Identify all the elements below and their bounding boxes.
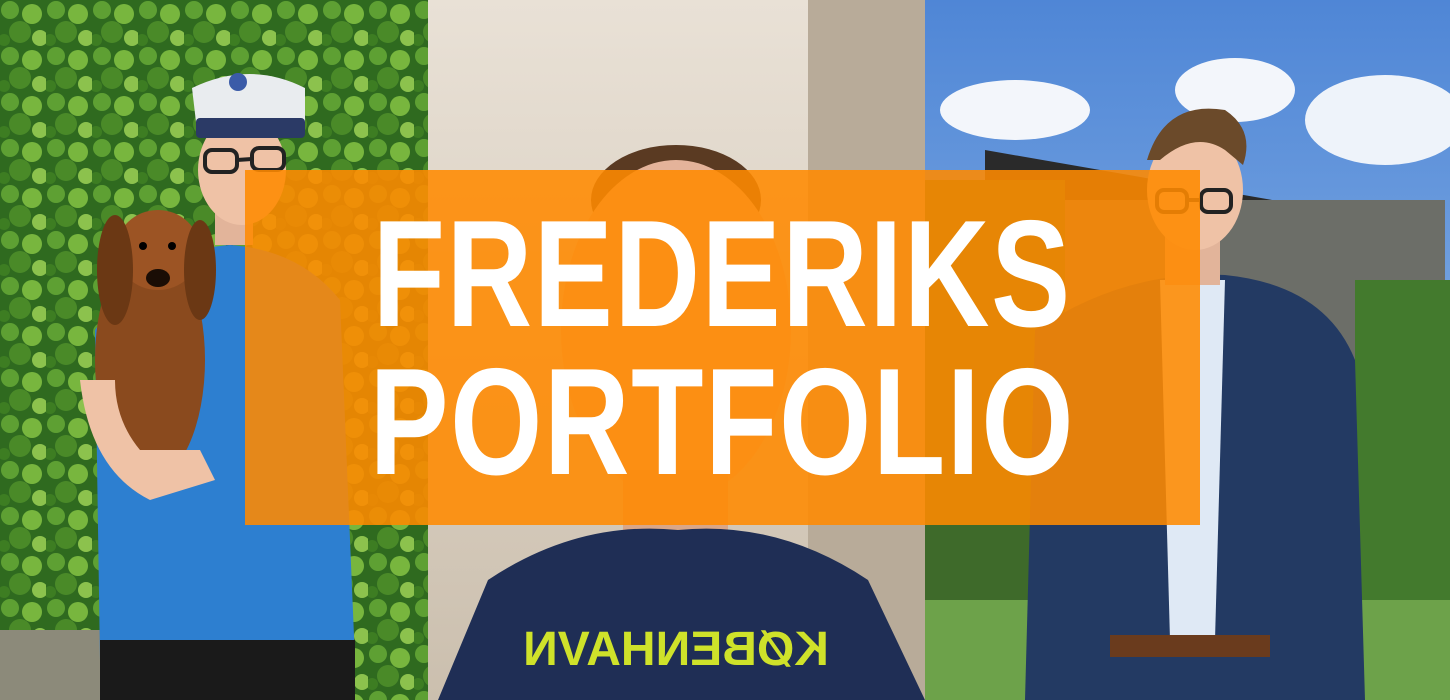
title-line-2: PORTFOLIO	[369, 336, 1076, 507]
shirt-print-text: KØBENHAVN	[523, 623, 829, 676]
title-overlay: FREDERIKS PORTFOLIO	[245, 170, 1200, 525]
title-line-1: FREDERIKS	[372, 188, 1073, 359]
